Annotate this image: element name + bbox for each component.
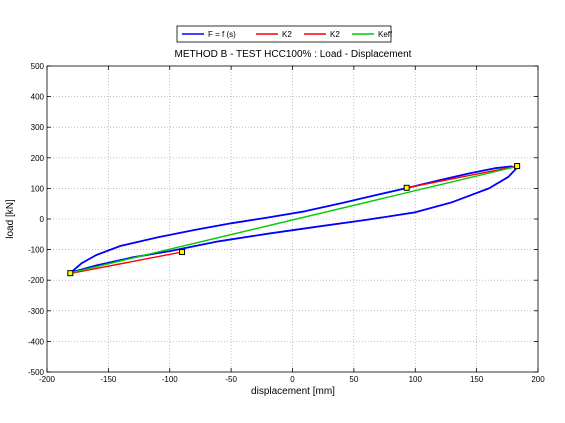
y-axis-label: load [kN] (5, 199, 16, 239)
legend-label: F = f (s) (208, 30, 236, 39)
data-marker (179, 249, 186, 256)
x-tick-label: -100 (162, 375, 179, 384)
x-tick-label: -50 (225, 375, 237, 384)
legend: F = f (s) K2 K2 Keff (176, 25, 393, 43)
legend-label: Keff (378, 30, 393, 39)
x-tick-label: 150 (470, 375, 484, 384)
y-tick-label: -500 (28, 368, 45, 377)
y-tick-label: 400 (31, 93, 45, 102)
y-tick-label: -200 (28, 276, 45, 285)
data-marker (403, 184, 410, 191)
y-tick-label: 0 (40, 215, 45, 224)
series (69, 165, 518, 275)
y-tick-label: 500 (31, 62, 45, 71)
series-line-0 (69, 165, 518, 275)
x-tick-label: -200 (39, 375, 56, 384)
x-axis-label: displacement [mm] (251, 386, 335, 397)
series-line-2 (406, 165, 518, 189)
legend-box (176, 25, 392, 43)
y-tick-label: -300 (28, 307, 45, 316)
series-line-3 (69, 165, 518, 274)
x-tick-label: -150 (100, 375, 117, 384)
x-tick-label: 50 (349, 375, 358, 384)
y-tick-label: 100 (31, 184, 45, 193)
y-tick-label: 300 (31, 123, 45, 132)
data-marker (67, 270, 74, 277)
legend-label: K2 (282, 30, 292, 39)
x-tick-label: 100 (409, 375, 423, 384)
x-tick-label: 200 (531, 375, 545, 384)
data-marker (514, 163, 521, 170)
chart-title: METHOD B - TEST HCC100% : Load - Displac… (175, 49, 412, 60)
y-tick-label: 200 (31, 154, 45, 163)
ticks: -200 -150 -100 -50 0 50 100 150 200-500-400-300-… (28, 62, 545, 384)
y-tick-label: -400 (28, 337, 45, 346)
x-tick-label: 0 (290, 375, 295, 384)
legend-label: K2 (330, 30, 340, 39)
y-tick-label: -100 (28, 246, 45, 255)
grid (47, 66, 538, 372)
series-line-1 (69, 251, 183, 275)
markers (67, 163, 521, 277)
